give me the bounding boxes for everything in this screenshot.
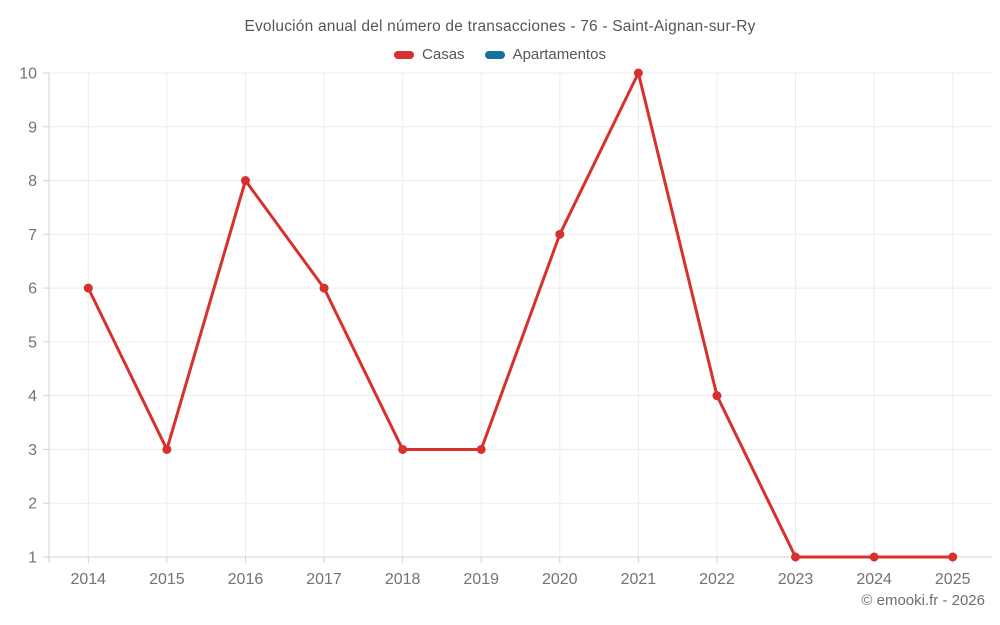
data-point-casas-2016[interactable]: [240, 176, 250, 186]
y-axis-tick-label: 9: [28, 119, 37, 136]
legend-swatch-apartamentos: [484, 50, 505, 59]
y-axis-tick-label: 8: [28, 173, 37, 190]
legend-swatch-casas: [394, 50, 415, 59]
legend-item-apartamentos[interactable]: Apartamentos: [484, 46, 606, 63]
data-point-casas-2022[interactable]: [712, 391, 722, 401]
data-point-casas-2017[interactable]: [319, 283, 329, 293]
x-axis-tick-label: 2014: [70, 571, 106, 588]
x-axis-tick-label: 2021: [621, 571, 657, 588]
y-axis-tick-label: 10: [19, 66, 37, 83]
x-axis-tick-label: 2016: [228, 571, 264, 588]
y-axis-tick-label: 3: [28, 442, 37, 459]
legend-item-casas[interactable]: Casas: [394, 46, 465, 63]
x-axis-tick-label: 2025: [935, 571, 971, 588]
data-point-casas-2021[interactable]: [633, 68, 643, 78]
data-point-casas-2018[interactable]: [398, 444, 408, 454]
footer-credit: © emooki.fr - 2026: [861, 592, 985, 609]
x-axis-tick-label: 2023: [778, 571, 814, 588]
chart-title: Evolución anual del número de transaccio…: [244, 18, 756, 35]
data-point-casas-2015[interactable]: [162, 444, 172, 454]
data-point-casas-2023[interactable]: [791, 552, 801, 562]
series-line-casas: [86, 71, 955, 559]
x-axis-tick-label: 2022: [699, 571, 735, 588]
x-axis-tick-label: 2019: [463, 571, 499, 588]
y-axis-tick-label: 6: [28, 281, 37, 298]
x-axis-tick-label: 2017: [306, 571, 342, 588]
y-axis-tick-label: 1: [28, 550, 37, 567]
data-point-casas-2019[interactable]: [476, 444, 486, 454]
legend-label-casas: Casas: [422, 46, 465, 63]
data-point-casas-2014[interactable]: [83, 283, 93, 293]
x-axis-tick-label: 2020: [542, 571, 578, 588]
legend-label-apartamentos: Apartamentos: [512, 46, 606, 63]
x-axis-tick-label: 2024: [856, 571, 892, 588]
y-axis-tick-label: 4: [28, 388, 37, 405]
y-axis-tick-label: 5: [28, 334, 37, 351]
chart-legend: Casas Apartamentos: [0, 46, 1000, 63]
data-point-casas-2020[interactable]: [555, 229, 565, 239]
y-axis-tick-label: 7: [28, 227, 37, 244]
x-axis-tick-label: 2018: [385, 571, 421, 588]
x-axis-tick-label: 2015: [149, 571, 185, 588]
data-point-casas-2024[interactable]: [869, 552, 879, 562]
y-axis-tick-label: 2: [28, 496, 37, 513]
data-point-casas-2025[interactable]: [948, 552, 958, 562]
